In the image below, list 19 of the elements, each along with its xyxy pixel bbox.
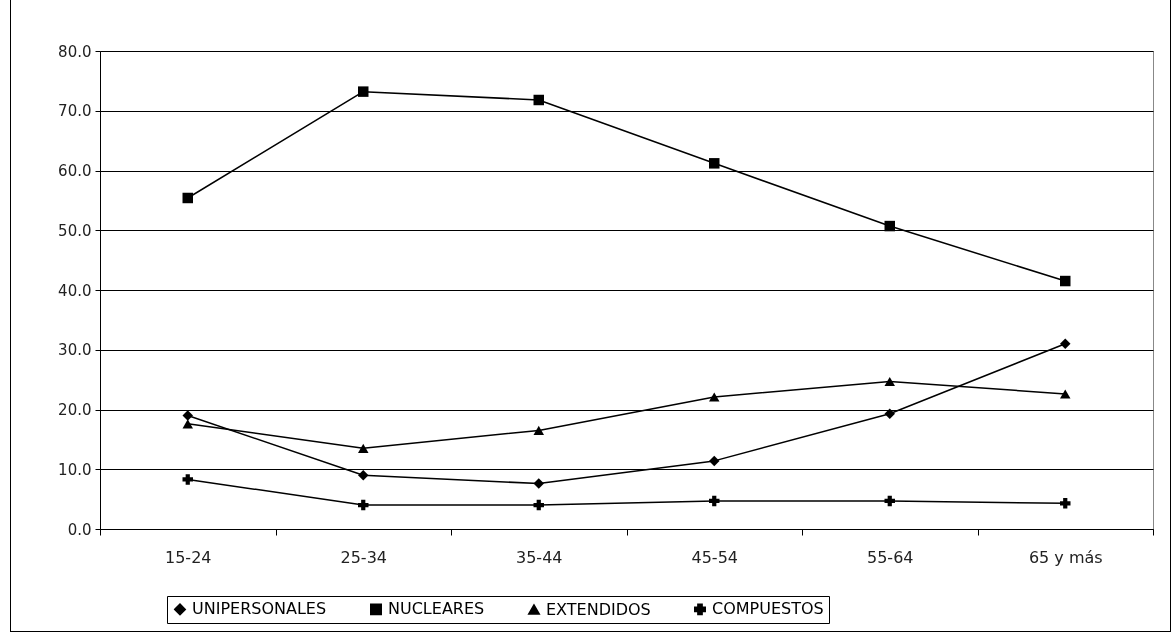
y-tick-label: 30.0 (58, 341, 92, 360)
y-tick-label: 60.0 (58, 162, 92, 180)
y-tick-label: 40.0 (58, 281, 92, 300)
y-tick-label: 50.0 (58, 221, 92, 240)
y-tick-label: 10.0 (58, 460, 92, 479)
legend-label: NUCLEARES (388, 599, 485, 619)
x-tick-label: 65 y más (1028, 547, 1103, 567)
y-tick-label: 70.0 (58, 102, 92, 121)
y-tick-label: 80.0 (58, 42, 92, 61)
y-tick-label: 20.0 (58, 401, 92, 419)
legend-label: COMPUESTOS (712, 599, 824, 619)
x-tick-label: 55-64 (867, 547, 914, 567)
x-tick-label: 35-44 (516, 547, 563, 567)
legend-label: EXTENDIDOS (546, 599, 651, 619)
x-tick-label: 45-54 (691, 547, 738, 567)
x-tick-label: 25-34 (340, 547, 387, 567)
x-tick-label: 15-24 (165, 547, 212, 567)
y-tick-label: 0.0 (67, 520, 92, 539)
legend-label: UNIPERSONALES (192, 599, 327, 619)
